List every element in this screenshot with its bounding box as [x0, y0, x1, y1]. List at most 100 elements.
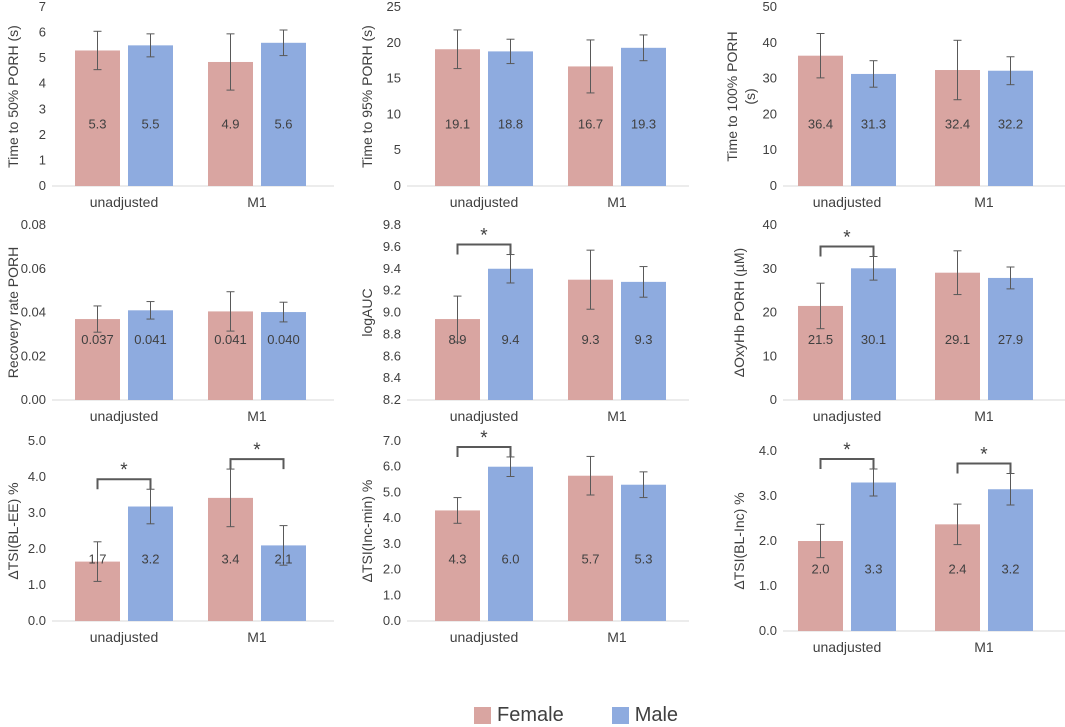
panel1-ytick-label: 4: [39, 76, 46, 91]
panel3-ytick-label: 20: [763, 106, 777, 121]
panel2-data-label: 19.3: [631, 117, 656, 132]
panel3-bar-male-1: [988, 70, 1033, 186]
panel4-y-axis-title: Recovery rate PORH: [5, 247, 21, 378]
panel9-category-label: M1: [974, 639, 994, 655]
panel6-data-label: 29.1: [945, 332, 970, 347]
panel5-ytick-label: 8.8: [383, 326, 401, 341]
panel6-data-label: 30.1: [861, 332, 886, 347]
panel3-y-axis-title: Time to 100% PORH: [724, 31, 740, 161]
panel9-ytick-label: 0.0: [759, 623, 777, 638]
legend-item-female: Female: [474, 704, 564, 727]
panel3-data-label: 32.2: [998, 117, 1023, 132]
panel4-category-label: unadjusted: [90, 408, 159, 424]
panel7-ytick-label: 2.0: [28, 541, 46, 556]
panel2-category-label: M1: [607, 194, 627, 210]
panel5-ytick-label: 8.2: [383, 392, 401, 407]
legend-item-male: Male: [611, 703, 679, 727]
panel3-ytick-label: 50: [763, 0, 777, 14]
panel4-ytick-label: 0.04: [21, 305, 46, 320]
panel3-data-label: 32.4: [945, 117, 970, 132]
panel9-category-label: unadjusted: [813, 639, 882, 655]
panel7-significance-star: *: [253, 440, 261, 461]
panel1-data-label: 5.5: [141, 117, 159, 132]
panel6-bar-male-1: [988, 277, 1033, 400]
panel5-ytick-label: 9.8: [383, 217, 401, 232]
panel8-bar-male-0: [488, 466, 533, 621]
panel7-significance-bracket: [229, 458, 285, 470]
panel2-data-label: 18.8: [498, 117, 523, 132]
panel7-ytick-label: 1.0: [28, 577, 46, 592]
panel1-ytick-label: 7: [39, 0, 46, 14]
panel5-category-label: unadjusted: [450, 408, 519, 424]
panel2-category-label: unadjusted: [450, 194, 519, 210]
panel9-significance-bracket: [956, 462, 1012, 474]
panel1-bar-male-1: [261, 42, 306, 186]
panel8-data-label: 5.7: [581, 551, 599, 566]
panel3-ytick-label: 10: [763, 142, 777, 157]
panel9-significance-star: *: [843, 440, 851, 461]
panel4-ytick-label: 0.08: [21, 217, 46, 232]
panel7-data-label: 3.2: [141, 551, 159, 566]
panel1-bar-female-0: [75, 50, 120, 186]
panel3-ytick-label: 0: [770, 178, 777, 193]
panel8-data-label: 4.3: [448, 551, 466, 566]
panel7-ytick-label: 5.0: [28, 433, 46, 448]
panel8-ytick-label: 5.0: [383, 484, 401, 499]
panel8-ytick-label: 1.0: [383, 587, 401, 602]
panel6-y-axis-title: ΔOxyHb PORH (µM): [731, 248, 747, 377]
panel8-category-label: M1: [607, 629, 627, 645]
panel7-significance-bracket: [96, 478, 152, 490]
panel5-bar-male-1: [621, 281, 666, 400]
panel3-data-label: 31.3: [861, 117, 886, 132]
panel6-significance-bracket: [819, 245, 875, 257]
panel2-ytick-label: 25: [387, 0, 401, 14]
panel2-ytick-label: 5: [394, 142, 401, 157]
panel9-ytick-label: 3.0: [759, 488, 777, 503]
panel9-data-label: 3.2: [1001, 561, 1019, 576]
panel4-bar-male-0: [128, 310, 173, 400]
panel5-data-label: 9.3: [581, 332, 599, 347]
panel4-data-label: 0.041: [134, 332, 167, 347]
legend-swatch-female: [474, 706, 491, 724]
panel4-ytick-label: 0.00: [21, 392, 46, 407]
panel6-category-label: unadjusted: [813, 408, 882, 424]
panel7-significance-star: *: [120, 460, 128, 481]
panel5-ytick-label: 9.2: [383, 283, 401, 298]
panel7-y-axis-title: ΔTSI(BL-EE) %: [5, 482, 21, 579]
panel3-ytick-label: 30: [763, 71, 777, 86]
panel2-data-label: 19.1: [445, 117, 470, 132]
panel3-bar-male-0: [851, 73, 896, 186]
panel5-y-axis-title: logAUC: [359, 288, 375, 336]
panel6-bar-male-0: [851, 268, 896, 400]
panel1-category-label: M1: [247, 194, 267, 210]
panel7-data-label: 1.7: [88, 551, 106, 566]
panel9-significance-bracket: [819, 458, 875, 469]
panel7-data-label: 2.1: [274, 551, 292, 566]
panel9-bar-male-0: [851, 482, 896, 631]
panel3-ytick-label: 40: [763, 35, 777, 50]
panel8-ytick-label: 2.0: [383, 562, 401, 577]
panel7-category-label: unadjusted: [90, 629, 159, 645]
panel5-data-label: 9.3: [634, 332, 652, 347]
panel2-bar-female-0: [435, 49, 480, 186]
panel7-ytick-label: 3.0: [28, 505, 46, 520]
panel6-significance-star: *: [843, 228, 851, 249]
panel1-ytick-label: 6: [39, 25, 46, 40]
panel6-ytick-label: 20: [763, 305, 777, 320]
panel1-ytick-label: 0: [39, 178, 46, 193]
panel7-data-label: 3.4: [221, 551, 239, 566]
legend-label-male: Male: [634, 703, 679, 726]
panel1-data-label: 4.9: [221, 117, 239, 132]
panel4-ytick-label: 0.06: [21, 261, 46, 276]
panel7-category-label: M1: [247, 629, 267, 645]
panel6-data-label: 21.5: [808, 332, 833, 347]
panel4-category-label: M1: [247, 408, 267, 424]
panel1-category-label: unadjusted: [90, 194, 159, 210]
panel7-ytick-label: 0.0: [28, 613, 46, 628]
panel5-significance-bracket: [456, 243, 512, 255]
panel3-category-label: unadjusted: [813, 194, 882, 210]
panel2-data-label: 16.7: [578, 117, 603, 132]
panel5-data-label: 8.9: [448, 332, 466, 347]
panel2-ytick-label: 0: [394, 178, 401, 193]
